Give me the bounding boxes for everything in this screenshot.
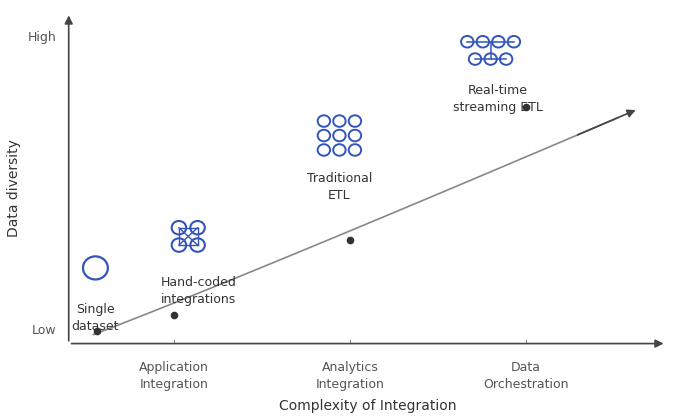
Text: Traditional
ETL: Traditional ETL xyxy=(306,172,372,202)
Text: Application
Integration: Application Integration xyxy=(139,361,209,391)
Text: Complexity of Integration: Complexity of Integration xyxy=(279,399,456,413)
Text: Single
dataset: Single dataset xyxy=(71,303,119,333)
Text: Analytics
Integration: Analytics Integration xyxy=(315,361,385,391)
Text: Hand-coded
integrations: Hand-coded integrations xyxy=(161,276,237,306)
Text: Real-time
streaming ETL: Real-time streaming ETL xyxy=(453,83,543,114)
Text: Data
Orchestration: Data Orchestration xyxy=(483,361,569,391)
Text: High: High xyxy=(27,31,56,44)
Text: Low: Low xyxy=(32,324,56,337)
Text: Data diversity: Data diversity xyxy=(7,140,21,238)
